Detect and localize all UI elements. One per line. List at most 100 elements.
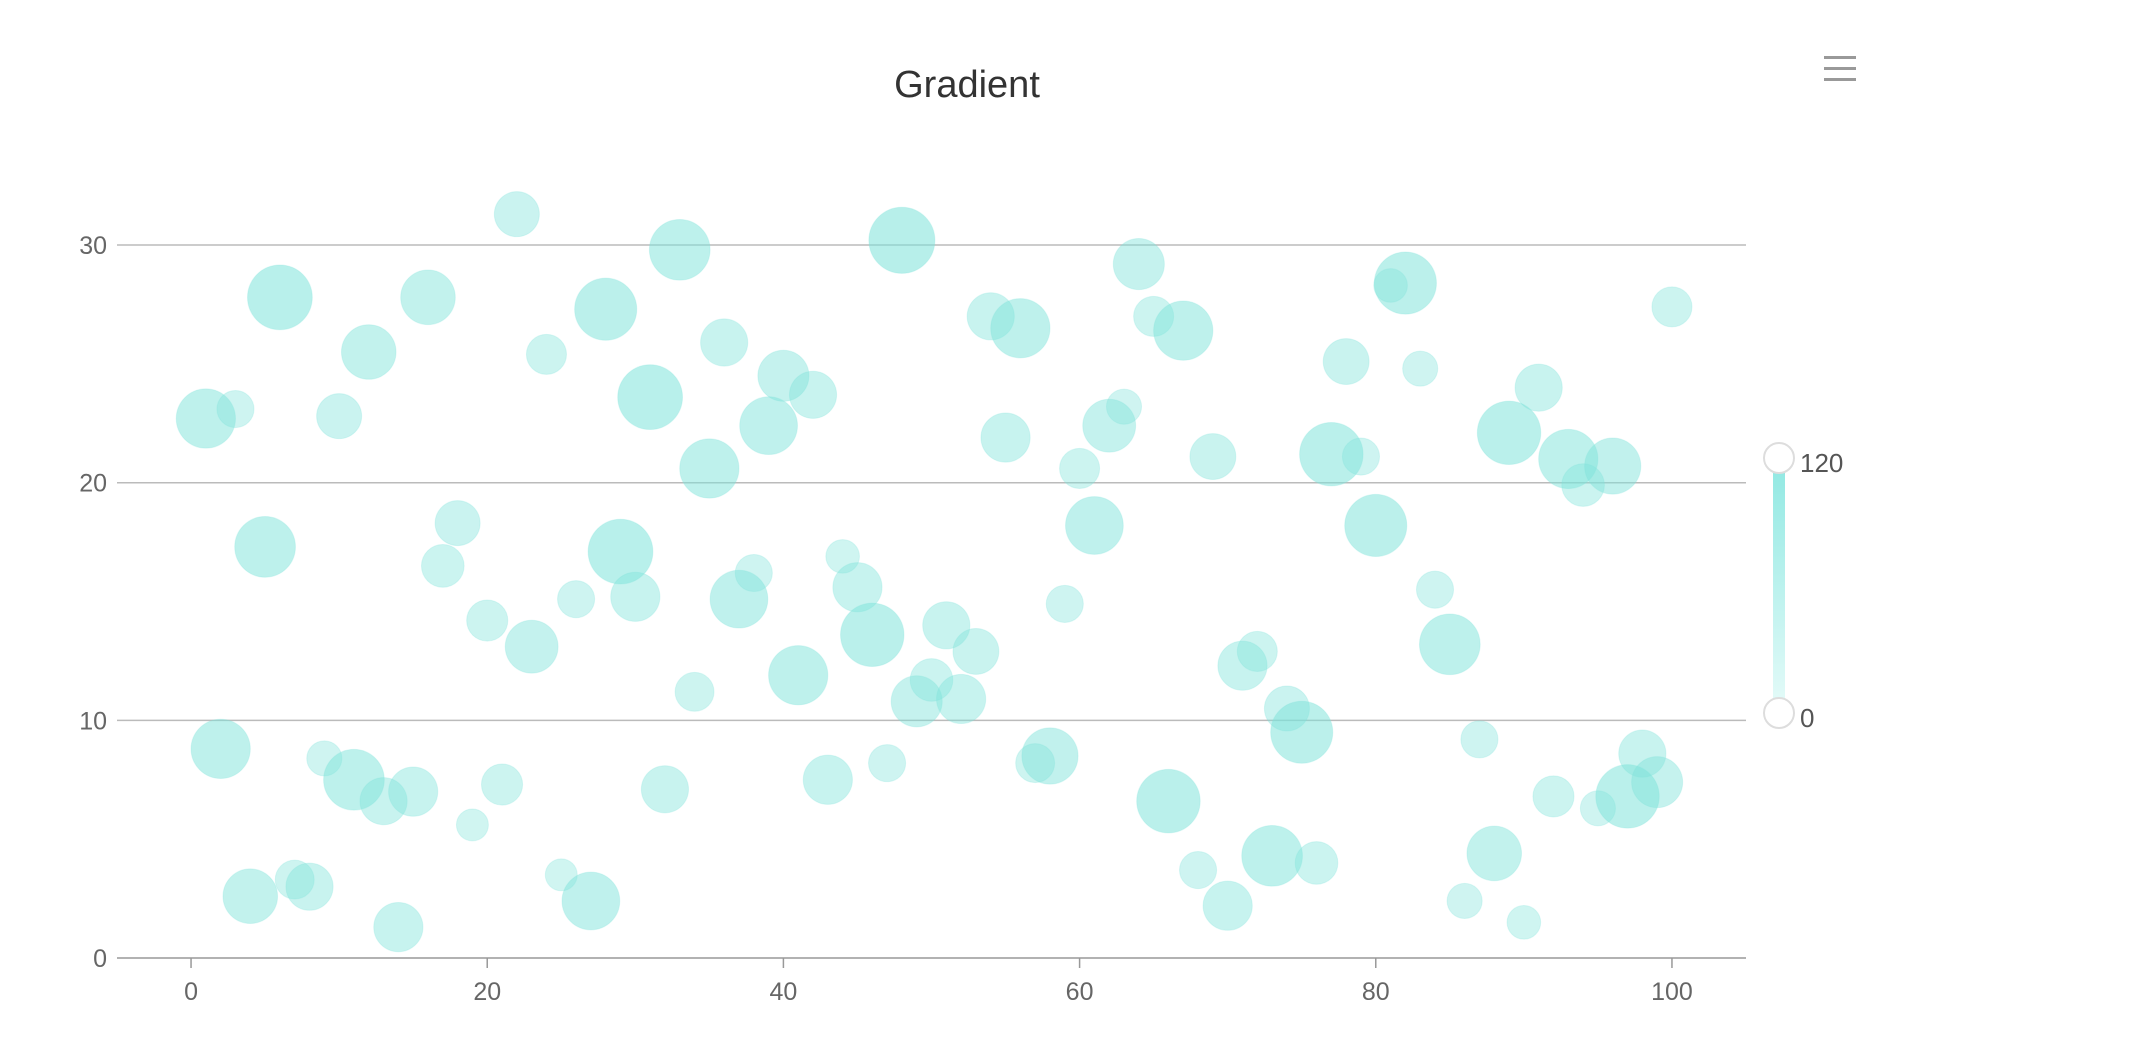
- bubble-point[interactable]: [544, 858, 578, 892]
- bubble-point[interactable]: [388, 766, 439, 817]
- bubble-point[interactable]: [400, 269, 456, 326]
- bubble-point[interactable]: [1561, 463, 1605, 507]
- bubble-point[interactable]: [757, 349, 810, 402]
- bubble-point[interactable]: [1059, 447, 1101, 489]
- bubble-point[interactable]: [557, 580, 596, 619]
- bubble-point[interactable]: [1618, 729, 1667, 778]
- bubble-point[interactable]: [909, 658, 954, 702]
- bubble-point[interactable]: [700, 318, 749, 367]
- bubble-point[interactable]: [890, 675, 943, 728]
- bubble-point[interactable]: [868, 744, 907, 783]
- bubble-point[interactable]: [1322, 338, 1370, 385]
- bubble-point[interactable]: [1415, 570, 1455, 609]
- bubble-point[interactable]: [936, 673, 987, 725]
- bubble-point[interactable]: [216, 389, 255, 429]
- bubble-point[interactable]: [222, 868, 279, 924]
- bubble-point[interactable]: [316, 393, 363, 440]
- bubble-point[interactable]: [274, 859, 315, 900]
- bubble-point[interactable]: [1651, 286, 1693, 328]
- bubble-point[interactable]: [1631, 756, 1684, 809]
- bubble-point[interactable]: [825, 539, 860, 574]
- bubble-point[interactable]: [1466, 825, 1523, 882]
- bubble-point[interactable]: [1015, 743, 1056, 784]
- bubble-point[interactable]: [1344, 493, 1408, 558]
- bubble-point[interactable]: [1514, 363, 1563, 412]
- bubble-point[interactable]: [285, 862, 334, 911]
- bubble-point[interactable]: [434, 500, 481, 547]
- bubble-point[interactable]: [640, 765, 690, 814]
- bubble-point[interactable]: [1105, 388, 1143, 425]
- bubble-point[interactable]: [1532, 775, 1575, 818]
- bubble-point[interactable]: [1136, 768, 1201, 834]
- bubble-point[interactable]: [247, 264, 313, 331]
- bubble-point[interactable]: [1460, 720, 1499, 759]
- bubble-point[interactable]: [788, 370, 838, 419]
- bubble-point[interactable]: [868, 206, 936, 274]
- bubble-point[interactable]: [1538, 428, 1599, 490]
- bubble-point[interactable]: [709, 569, 769, 629]
- bubble-point[interactable]: [739, 396, 798, 456]
- bubble-point[interactable]: [587, 518, 654, 585]
- bubble-point[interactable]: [1418, 613, 1481, 676]
- bubble-point[interactable]: [574, 277, 638, 341]
- bubble-point[interactable]: [1402, 350, 1439, 387]
- bubble-point[interactable]: [1595, 764, 1660, 829]
- bubble-point[interactable]: [340, 324, 397, 380]
- visual-map[interactable]: 120 0: [1763, 442, 1843, 733]
- bubble-point[interactable]: [980, 412, 1031, 463]
- bubble-point[interactable]: [175, 388, 236, 449]
- chart-menu-button[interactable]: [1815, 50, 1865, 90]
- bubble-point[interactable]: [1584, 437, 1642, 495]
- bubble-point[interactable]: [679, 438, 740, 499]
- bubble-point[interactable]: [922, 601, 971, 650]
- visual-map-max-handle[interactable]: [1763, 442, 1795, 474]
- bubble-point[interactable]: [1236, 630, 1278, 672]
- bubble-point[interactable]: [1241, 824, 1303, 887]
- bubble-point[interactable]: [1506, 905, 1542, 940]
- bubble-point[interactable]: [1270, 700, 1334, 764]
- bubble-point[interactable]: [525, 333, 567, 375]
- bubble-point[interactable]: [617, 364, 684, 431]
- bubble-point[interactable]: [1189, 433, 1237, 481]
- bubble-point[interactable]: [493, 191, 540, 238]
- bubble-point[interactable]: [1082, 398, 1137, 453]
- bubble-point[interactable]: [480, 763, 524, 806]
- bubble-point[interactable]: [420, 544, 465, 588]
- bubble-point[interactable]: [1153, 300, 1214, 361]
- visual-map-min-handle[interactable]: [1763, 697, 1795, 729]
- bubble-point[interactable]: [323, 748, 385, 811]
- bubble-point[interactable]: [234, 516, 296, 578]
- bubble-point[interactable]: [504, 619, 559, 674]
- bubble-point[interactable]: [1341, 437, 1381, 476]
- bubble-point[interactable]: [1112, 238, 1165, 291]
- bubble-point[interactable]: [1202, 880, 1253, 931]
- bubble-point[interactable]: [359, 777, 408, 826]
- bubble-point[interactable]: [1299, 421, 1364, 487]
- bubble-point[interactable]: [1446, 882, 1483, 920]
- bubble-point[interactable]: [648, 218, 711, 281]
- bubble-point[interactable]: [1179, 851, 1218, 890]
- bubble-point[interactable]: [610, 571, 661, 622]
- bubble-point[interactable]: [840, 602, 905, 668]
- bubble-point[interactable]: [1476, 400, 1542, 466]
- bubble-point[interactable]: [768, 645, 829, 706]
- bubble-point[interactable]: [1373, 268, 1408, 303]
- bubble-point[interactable]: [674, 671, 715, 712]
- bubble-point[interactable]: [1294, 841, 1339, 885]
- bubble-point[interactable]: [455, 808, 489, 842]
- bubble-point[interactable]: [1065, 496, 1124, 555]
- bubble-point[interactable]: [952, 627, 1000, 675]
- bubble-point[interactable]: [561, 871, 621, 931]
- bubble-point[interactable]: [1021, 727, 1079, 785]
- bubble-point[interactable]: [190, 718, 251, 779]
- axes: 0 10 20 30 0 20 40 60 80 100: [79, 232, 1693, 1006]
- bubble-point[interactable]: [1373, 251, 1437, 315]
- bubble-point[interactable]: [373, 902, 424, 953]
- bubble-point[interactable]: [1045, 584, 1084, 623]
- x-tick-label: 40: [770, 978, 798, 1006]
- bubble-point[interactable]: [1217, 640, 1268, 691]
- bubble-point[interactable]: [802, 754, 853, 805]
- bubble-point[interactable]: [466, 599, 509, 642]
- bubble-point[interactable]: [990, 298, 1051, 359]
- bubble-point[interactable]: [734, 553, 773, 593]
